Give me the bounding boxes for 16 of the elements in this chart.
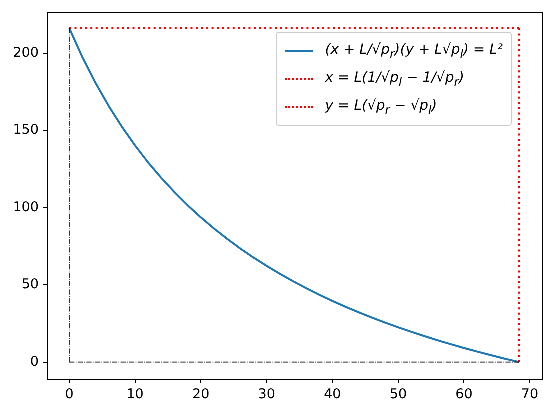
legend-label: y = L(√p$_{r}$ − √p$_{l}$)	[325, 98, 438, 116]
x-tick-label: 60	[456, 386, 473, 403]
x-tick-label: 50	[390, 386, 408, 403]
x-tick-label: 70	[521, 386, 539, 403]
legend-label: (x + L/√p$_{r}$)(y + L√p$_{l}$) = L²	[325, 42, 503, 60]
y-tick-label: 50	[22, 276, 39, 293]
y-tick-label: 150	[13, 122, 39, 138]
x-tick-label: 30	[258, 386, 276, 403]
legend-label: x = L(1/√p$_{l}$ − 1/√p$_{r}$)	[325, 70, 464, 88]
x-tick-label: 0	[65, 386, 74, 403]
y-tick-label: 200	[13, 44, 39, 61]
x-tick-label: 20	[192, 386, 210, 403]
y-tick-label: 0	[30, 354, 39, 370]
y-tick-label: 100	[13, 199, 39, 216]
x-tick-label: 40	[324, 386, 342, 403]
x-tick-label: 10	[126, 386, 144, 403]
